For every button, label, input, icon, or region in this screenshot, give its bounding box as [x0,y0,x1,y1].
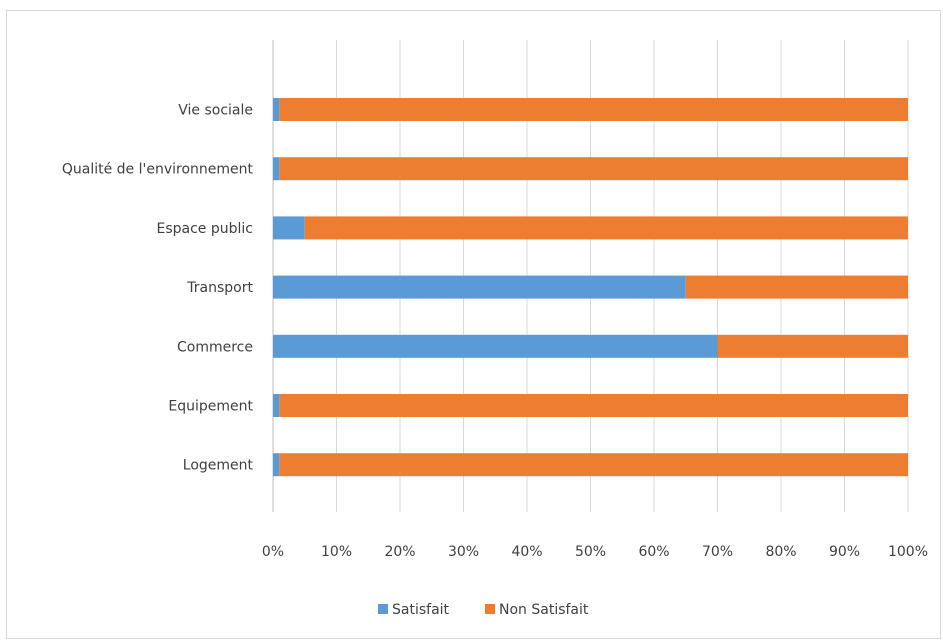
bar-satisfait [273,216,305,240]
legend: Satisfait Non Satisfait [378,602,589,618]
category-label: Espace public [157,221,254,237]
bar-non-satisfait [279,453,909,477]
category-label: Equipement [168,399,253,415]
category-label: Logement [183,458,254,474]
bar-non-satisfait [279,98,909,121]
category-label: Vie sociale [178,103,253,119]
x-tick-label: 40% [511,544,542,560]
bars [273,98,909,477]
x-tick-labels: 0% 10% 20% 30% 40% 50% 60% 70% 80% 90% 100% [262,544,928,560]
bar-non-satisfait [304,216,908,240]
bar-satisfait [273,334,718,358]
legend-label: Non Satisfait [499,602,589,618]
x-tick-label: 80% [765,544,796,560]
bar-satisfait [273,157,280,181]
x-tick-label: 90% [829,544,860,560]
legend-swatch [485,604,495,614]
x-tick-label: 0% [262,544,284,560]
category-labels: Vie sociale Qualité de l'environnement Esp… [62,103,254,474]
bar-non-satisfait [279,394,909,417]
category-label: Commerce [177,339,253,355]
legend-label: Satisfait [392,602,450,618]
x-tick-label: 20% [384,544,415,560]
category-label: Transport [186,280,253,296]
x-tick-label: 50% [575,544,606,560]
x-tick-label: 100% [888,544,928,560]
bar-non-satisfait [717,334,908,358]
x-tick-label: 10% [321,544,352,560]
x-tick-label: 70% [702,544,733,560]
bar-satisfait [273,275,686,299]
bar-non-satisfait [279,157,909,181]
x-tick-label: 60% [638,544,669,560]
bar-non-satisfait [685,275,908,299]
bar-satisfait [273,394,280,417]
category-label: Qualité de l'environnement [62,162,254,178]
x-tick-label: 30% [448,544,479,560]
bar-satisfait [273,453,280,477]
bar-satisfait [273,98,280,121]
legend-swatch [378,604,388,614]
